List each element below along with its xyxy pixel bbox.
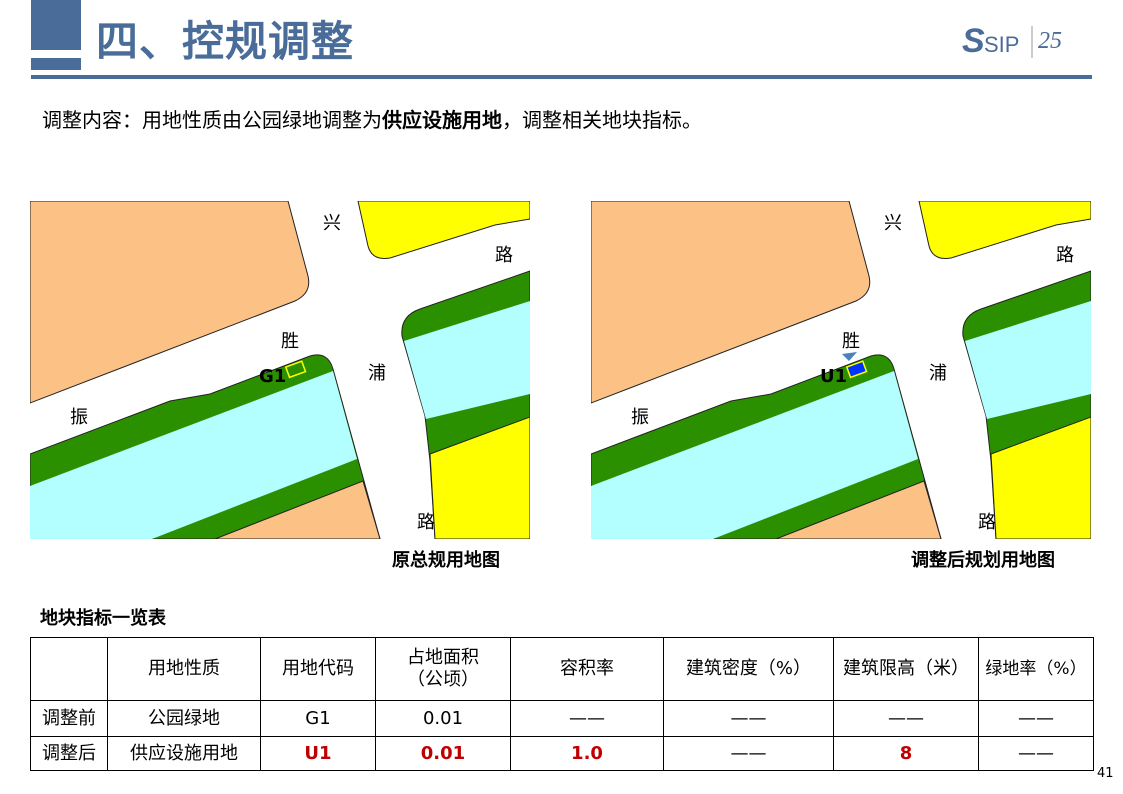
cell: ——	[510, 700, 664, 737]
plot-code-label: G1	[259, 366, 286, 387]
adjustment-description: 调整内容：用地性质由公园绿地调整为供应设施用地，调整相关地块指标。	[42, 108, 702, 132]
svg-text:25: 25	[1038, 28, 1062, 54]
road-name-label: 兴	[323, 213, 341, 234]
road-name-label: 路	[417, 512, 435, 533]
road-name-label: 胜	[842, 331, 860, 352]
road-name-label: 胜	[281, 331, 299, 352]
title-bar-decoration	[31, 0, 81, 50]
cell: 供应设施用地	[107, 736, 261, 771]
original-map-caption: 原总规用地图	[392, 550, 500, 571]
cell: ——	[833, 700, 979, 737]
road-name-label: 振	[631, 407, 649, 428]
road-name-label: 浦	[368, 363, 386, 384]
table-title: 地块指标一览表	[40, 608, 166, 629]
cell: 0.01	[375, 700, 511, 737]
road-name-label: 路	[1056, 245, 1074, 266]
svg-text:SIP: SIP	[984, 32, 1019, 57]
header-cell	[30, 637, 108, 701]
road-name-label: 路	[978, 512, 996, 533]
adjusted-map-caption: 调整后规划用地图	[911, 550, 1055, 571]
cell: U1	[260, 736, 376, 771]
header-cell: 占地面积 （公顷）	[375, 637, 511, 701]
title-bar-decoration	[31, 58, 81, 70]
residential-parcel	[591, 201, 871, 404]
cell: 调整前	[30, 700, 108, 737]
header-cell: 绿地率（%）	[978, 637, 1094, 701]
cell: ——	[978, 736, 1094, 771]
header-cell: 用地性质	[107, 637, 261, 701]
commercial-parcel	[357, 201, 530, 259]
sip-logo: S SIP 25	[962, 22, 1062, 60]
header-cell: 容积率	[510, 637, 664, 701]
commercial-parcel	[918, 201, 1091, 259]
cell: 0.01	[375, 736, 511, 771]
table-row: 调整后 供应设施用地 U1 0.01 1.0 —— 8 ——	[30, 736, 1094, 771]
page-number: 41	[1097, 766, 1114, 781]
water-body	[591, 371, 918, 539]
table-header-row: 用地性质 用地代码 占地面积 （公顷） 容积率 建筑密度（%） 建筑限高（米） …	[30, 637, 1094, 701]
table-row: 调整前 公园绿地 G1 0.01 —— —— —— ——	[30, 700, 1094, 737]
title-divider	[31, 75, 1092, 79]
header-cell: 用地代码	[260, 637, 376, 701]
plot-code-label: U1	[820, 366, 847, 387]
cell: ——	[663, 736, 834, 771]
cell: 8	[833, 736, 979, 771]
commercial-parcel	[429, 416, 530, 539]
road-name-label: 路	[495, 245, 513, 266]
page-title: 四、控规调整	[96, 17, 355, 66]
utility-plot	[845, 360, 868, 379]
residential-parcel	[775, 480, 942, 539]
header-cell: 建筑限高（米）	[833, 637, 979, 701]
cell: 调整后	[30, 736, 108, 771]
road-name-label: 振	[70, 407, 88, 428]
road-name-label: 兴	[884, 213, 902, 234]
cell: ——	[978, 700, 1094, 737]
water-body	[965, 301, 1091, 419]
residential-parcel	[214, 480, 381, 539]
commercial-parcel	[990, 416, 1091, 539]
road-name-label: 浦	[929, 363, 947, 384]
cell: ——	[663, 700, 834, 737]
cell: G1	[260, 700, 376, 737]
water-body	[30, 371, 357, 539]
location-marker-icon	[842, 352, 857, 361]
residential-parcel	[30, 201, 310, 404]
cell: 公园绿地	[107, 700, 261, 737]
plot-indicator-table: 用地性质 用地代码 占地面积 （公顷） 容积率 建筑密度（%） 建筑限高（米） …	[30, 637, 1094, 771]
header-cell: 建筑密度（%）	[663, 637, 834, 701]
plot-outline	[284, 360, 307, 379]
cell: 1.0	[510, 736, 664, 771]
water-body	[404, 301, 530, 419]
svg-text:S: S	[962, 22, 985, 60]
